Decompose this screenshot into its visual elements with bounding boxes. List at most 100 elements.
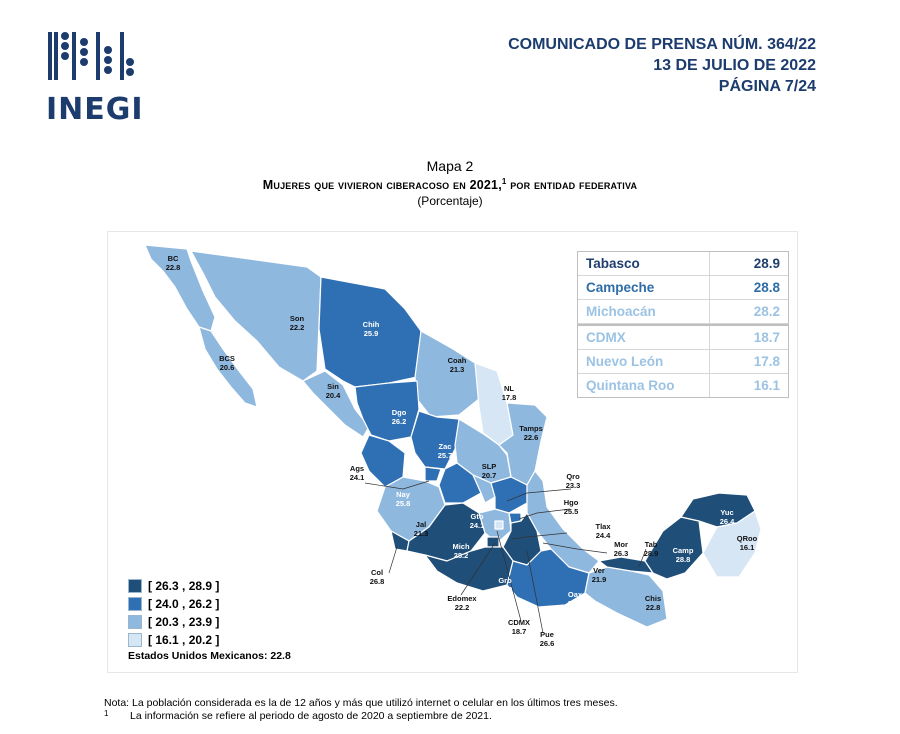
state-value-label: 21.9 (592, 575, 607, 584)
state-value-label: 21.3 (450, 365, 465, 374)
state-value-label: 23.3 (566, 481, 581, 490)
page-number: PÁGINA 7/24 (718, 78, 816, 95)
state-value-label: 20.6 (220, 363, 235, 372)
ranking-row: Quintana Roo 16.1 (578, 374, 788, 397)
state-abbr-label: Gto (471, 512, 484, 521)
state-value-label: 25.7 (438, 451, 453, 460)
state-abbr-label: Zac (439, 442, 452, 451)
state-abbr-label: Edomex (447, 594, 477, 603)
state-abbr-label: Pue (540, 630, 554, 639)
ranking-value: 17.8 (753, 354, 780, 369)
ranking-row: Tabasco 28.9 (578, 252, 788, 276)
state-abbr-label: Qro (566, 472, 580, 481)
legend-swatch (128, 633, 142, 647)
map-legend: [ 26.3 , 28.9 ] [ 24.0 , 26.2 ] [ 20.3 ,… (128, 577, 219, 649)
map-title-note: 1 (501, 177, 507, 186)
state-ags (424, 466, 442, 482)
legend-label: [ 16.1 , 20.2 ] (148, 633, 220, 647)
state-son (190, 250, 322, 382)
state-value-label: 28.2 (454, 551, 469, 560)
state-abbr-label: Chih (363, 320, 380, 329)
legend-item: [ 24.0 , 26.2 ] (128, 595, 219, 613)
press-header: COMUNICADO DE PRENSA NÚM. 364/22 13 DE J… (508, 34, 816, 97)
state-abbr-label: Yuc (720, 508, 733, 517)
state-value-label: 26.4 (720, 517, 735, 526)
state-abbr-label: Oax (568, 590, 583, 599)
state-value-label: 24.1 (470, 521, 485, 530)
state-value-label: 25.9 (364, 329, 379, 338)
state-value-label: 25.5 (564, 507, 579, 516)
state-value-label: 26.6 (540, 639, 555, 648)
state-value-label: 24.1 (350, 473, 365, 482)
state-gto (438, 462, 482, 504)
ranking-value: 28.8 (753, 280, 780, 295)
state-value-label: 26.8 (370, 577, 385, 586)
state-abbr-label: Mich (452, 542, 470, 551)
leader-lines (364, 480, 647, 634)
ranking-value: 28.2 (753, 304, 780, 319)
state-abbr-label: Jal (416, 520, 426, 529)
state-value-label: 26.2 (392, 417, 407, 426)
state-value-label: 22.2 (290, 323, 305, 332)
state-shapes (144, 244, 762, 628)
state-abbr-label: Tlax (595, 522, 611, 531)
state-abbr-label: Ver (593, 566, 605, 575)
inegi-logo (48, 32, 134, 80)
state-abbr-label: Chis (645, 594, 661, 603)
state-abbr-label: BCS (219, 354, 235, 363)
state-abbr-label: CDMX (508, 618, 530, 627)
state-value-label: 22.2 (455, 603, 470, 612)
ranking-row: Campeche 28.8 (578, 276, 788, 300)
legend-swatch (128, 579, 142, 593)
state-value-label: 21.3 (414, 529, 429, 538)
legend-item: [ 16.1 , 20.2 ] (128, 631, 219, 649)
state-value-label: 24.4 (596, 531, 611, 540)
state-value-label: 20.7 (482, 471, 497, 480)
state-abbr-label: Tab (645, 540, 658, 549)
ranking-name: Campeche (578, 276, 710, 299)
state-hgo (490, 476, 528, 514)
map-title-text: Mujeres que vivieron ciberacoso en 2021, (262, 178, 502, 193)
state-value-label: 20.4 (326, 391, 341, 400)
notes: Nota: La población considerada es la de … (104, 697, 618, 723)
map-heading: Mapa 2 Mujeres que vivieron ciberacoso e… (0, 158, 900, 209)
footnote-text: La información se refiere al periodo de … (130, 710, 492, 722)
state-abbr-label: SLP (482, 462, 497, 471)
footnote: 1 La información se refiere al periodo de… (104, 709, 618, 723)
legend-swatch (128, 597, 142, 611)
state-value-label: 16.1 (740, 543, 755, 552)
state-abbr-label: Col (371, 568, 383, 577)
ranking-row: Michoacán 28.2 (578, 300, 788, 324)
ranking-name: CDMX (578, 326, 710, 349)
state-value-label: 22.6 (524, 433, 539, 442)
state-qroo (702, 510, 762, 578)
ranking-value: 18.7 (753, 330, 780, 345)
state-value-label: 28.8 (676, 555, 691, 564)
legend-label: [ 26.3 , 28.9 ] (148, 579, 220, 593)
legend-item: [ 26.3 , 28.9 ] (128, 577, 219, 595)
press-number: COMUNICADO DE PRENSA NÚM. 364/22 (508, 36, 816, 53)
map-subtitle: (Porcentaje) (417, 194, 483, 209)
state-value-label: 17.8 (502, 393, 517, 402)
state-qro (472, 474, 496, 504)
legend-item: [ 20.3 , 23.9 ] (128, 613, 219, 631)
state-value-label: 22.8 (646, 603, 661, 612)
state-value-label: 25.8 (396, 499, 411, 508)
state-abbr-label: NL (504, 384, 514, 393)
map-title-suffix: por entidad federativa (506, 178, 638, 193)
state-dgo (354, 380, 420, 442)
state-abbr-label: Ags (350, 464, 364, 473)
state-abbr-label: Coah (448, 356, 467, 365)
state-abbr-label: Son (290, 314, 305, 323)
state-abbr-label: Nay (396, 490, 411, 499)
state-abbr-label: BC (168, 254, 179, 263)
logo-wordmark: INEGI (46, 92, 144, 127)
state-abbr-label: Dgo (392, 408, 407, 417)
press-date: 13 DE JULIO DE 2022 (653, 57, 816, 74)
map-label: Mapa 2 (426, 158, 474, 174)
legend-label: [ 24.0 , 26.2 ] (148, 597, 220, 611)
state-abbr-label: Camp (673, 546, 694, 555)
map-frame (107, 231, 798, 673)
note-text: Nota: La población considerada es la de … (104, 697, 618, 709)
